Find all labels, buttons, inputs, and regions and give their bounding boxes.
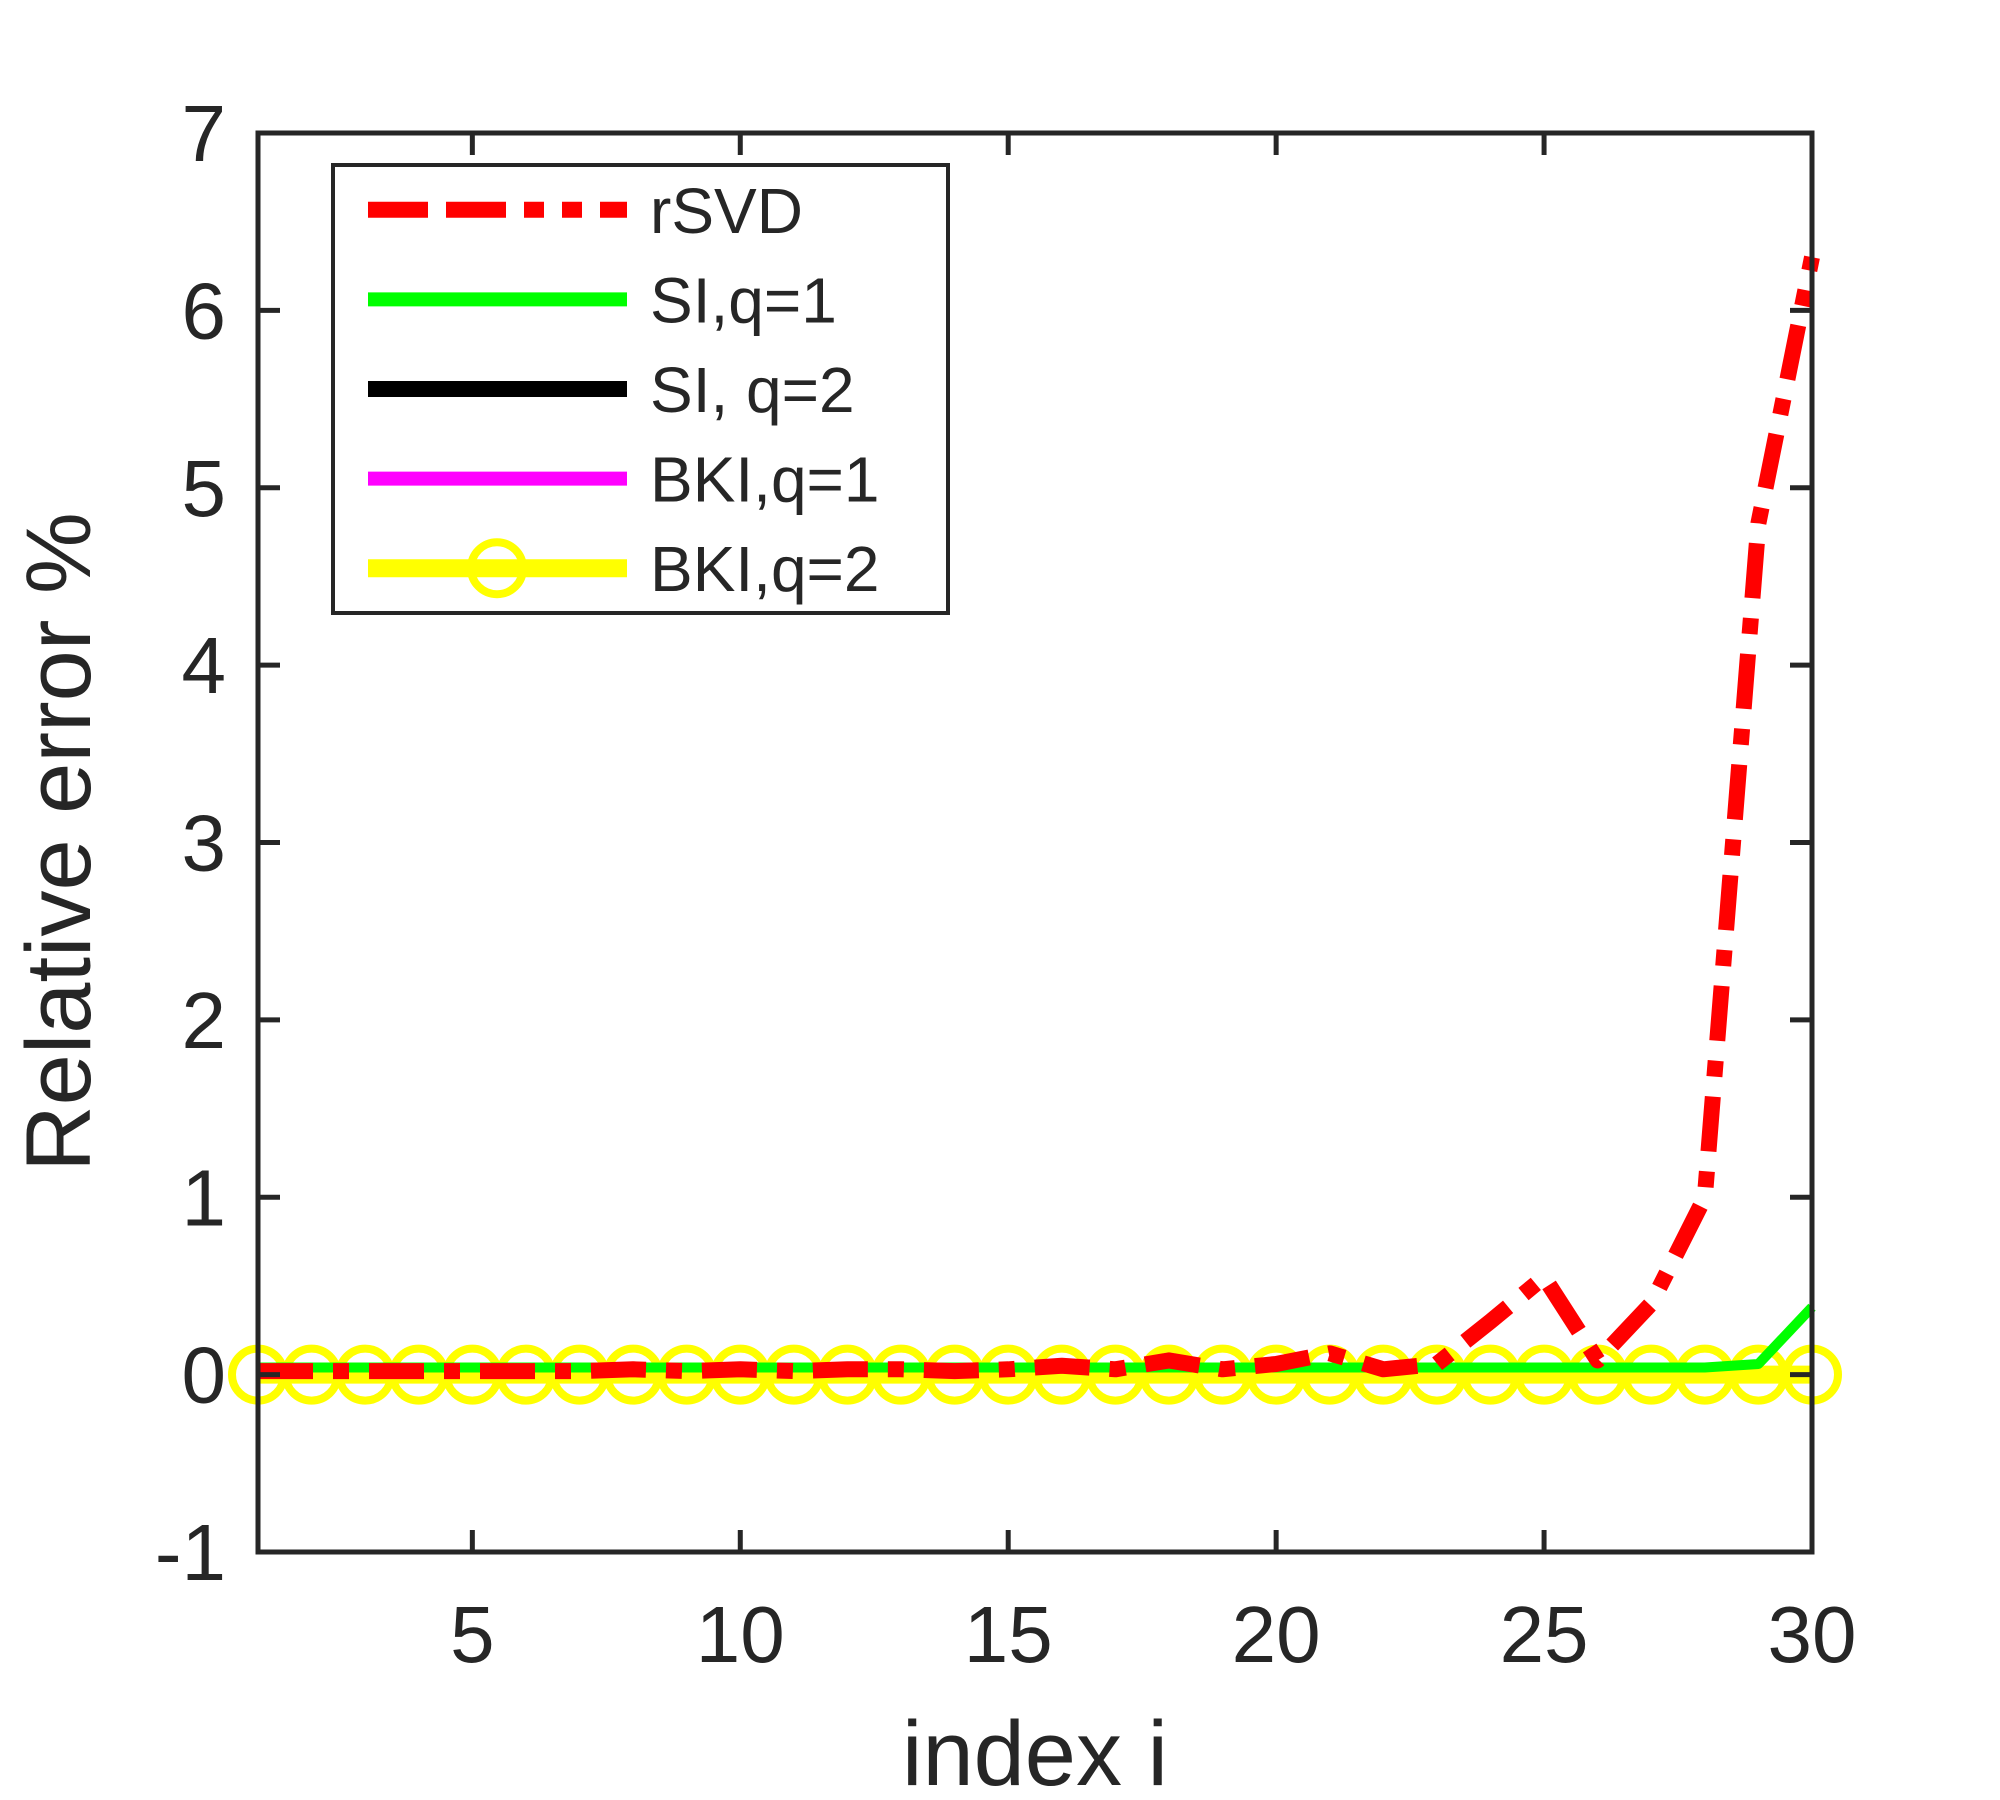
legend-item-bki-q-2: BKI,q=2: [368, 533, 880, 605]
series-layer: [228, 255, 1842, 1405]
x-axis-label: index i: [902, 1703, 1168, 1800]
y-tick-label: 6: [182, 266, 227, 355]
legend-item-label: BKI,q=1: [650, 444, 880, 516]
legend-item-rsvd: rSVD: [368, 175, 803, 247]
legend: rSVD SI,q=1 SI, q=2 BKI,q=1 BKI,q=2: [331, 163, 950, 615]
y-tick-label: 1: [182, 1153, 227, 1242]
axes-layer: 5 10 15 20 25 30 -1 0 1 2 3 4 5 6 7: [155, 89, 1857, 1679]
x-tick-label: 30: [1768, 1590, 1857, 1679]
y-tick-label: 0: [182, 1331, 227, 1420]
y-tick-label: 4: [182, 621, 227, 710]
y-axis-label: Relative error %: [8, 512, 110, 1172]
y-tick-label: 7: [182, 89, 227, 178]
legend-item-label: BKI,q=2: [650, 533, 880, 605]
legend-item-si-q-2: SI, q=2: [368, 354, 855, 426]
x-tick-label: 10: [696, 1590, 785, 1679]
legend-item-label: rSVD: [650, 175, 803, 247]
legend-item-label: SI,q=1: [650, 264, 837, 336]
legend-marker-icon: [467, 538, 527, 599]
x-tick-label: 15: [964, 1590, 1053, 1679]
x-tick-label: 20: [1232, 1590, 1321, 1679]
y-tick-label: 5: [182, 444, 227, 533]
y-tick-label: 2: [182, 976, 227, 1065]
x-tick-label: 25: [1500, 1590, 1589, 1679]
legend-item-label: SI, q=2: [650, 354, 855, 426]
y-tick-label: -1: [155, 1508, 226, 1597]
legend-item-bki-q-1: BKI,q=1: [368, 444, 880, 516]
y-tick-label: 3: [182, 799, 227, 888]
x-tick-label: 5: [450, 1590, 495, 1679]
legend-item-si-q-1: SI,q=1: [368, 264, 837, 336]
series-line-rsvd: [258, 255, 1820, 1380]
series-markers-bki-q-2: [228, 1344, 1842, 1405]
